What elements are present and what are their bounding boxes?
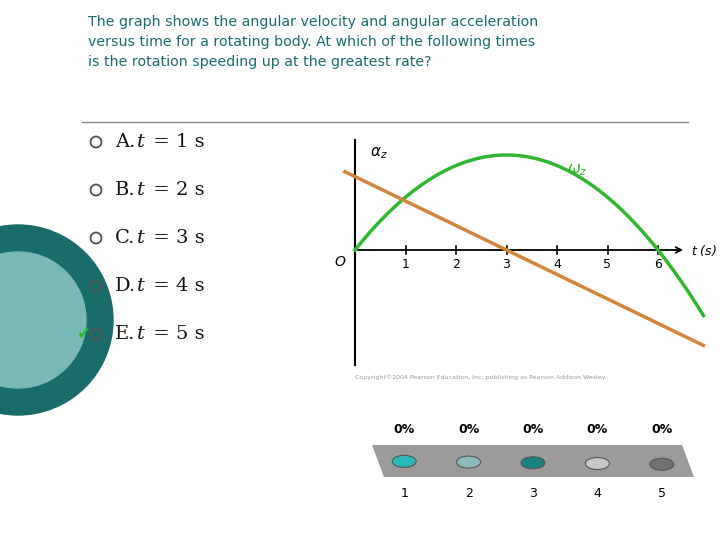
Ellipse shape — [585, 457, 609, 469]
Text: t: t — [137, 277, 145, 295]
Text: = 4 s: = 4 s — [147, 277, 204, 295]
Text: 1: 1 — [402, 258, 410, 271]
Ellipse shape — [521, 457, 545, 469]
Text: t: t — [137, 229, 145, 247]
Text: E.: E. — [115, 325, 135, 343]
Ellipse shape — [649, 458, 674, 470]
Text: 1: 1 — [400, 487, 408, 500]
Circle shape — [0, 252, 86, 388]
Text: ✔: ✔ — [76, 325, 90, 343]
Text: 4: 4 — [553, 258, 561, 271]
Text: B.: B. — [115, 181, 135, 199]
Text: $\omega_z$: $\omega_z$ — [567, 162, 588, 178]
Circle shape — [0, 225, 113, 415]
Text: 5: 5 — [603, 258, 611, 271]
Text: C.: C. — [115, 229, 135, 247]
Text: = 2 s: = 2 s — [147, 181, 204, 199]
Text: 4: 4 — [593, 487, 601, 500]
Text: t: t — [137, 325, 145, 343]
Text: it (s): it (s) — [691, 249, 694, 251]
Text: 0%: 0% — [587, 423, 608, 436]
Text: 2: 2 — [452, 258, 460, 271]
Text: 0%: 0% — [523, 423, 544, 436]
Text: The graph shows the angular velocity and angular acceleration
versus time for a : The graph shows the angular velocity and… — [88, 15, 539, 69]
Text: $\alpha_z$: $\alpha_z$ — [370, 146, 388, 161]
Text: 3: 3 — [503, 258, 510, 271]
Text: Copyright©2004 Pearson Education, Inc. publishing as Pearson Addison Wesley.: Copyright©2004 Pearson Education, Inc. p… — [355, 374, 606, 380]
Text: 0%: 0% — [458, 423, 480, 436]
Text: 5: 5 — [658, 487, 666, 500]
Text: 0%: 0% — [651, 423, 672, 436]
Text: = 3 s: = 3 s — [147, 229, 204, 247]
Text: D.: D. — [115, 277, 136, 295]
Text: = 5 s: = 5 s — [147, 325, 204, 343]
Text: 6: 6 — [654, 258, 662, 271]
Text: t: t — [137, 133, 145, 151]
Text: 3: 3 — [529, 487, 537, 500]
Text: $t$ (s): $t$ (s) — [691, 242, 717, 258]
Text: 2: 2 — [464, 487, 472, 500]
Polygon shape — [372, 445, 694, 477]
Ellipse shape — [456, 456, 481, 468]
Text: A.: A. — [115, 133, 135, 151]
Text: O: O — [334, 255, 345, 269]
Ellipse shape — [392, 455, 416, 467]
Text: = 1 s: = 1 s — [147, 133, 204, 151]
Text: 0%: 0% — [394, 423, 415, 436]
Text: t: t — [137, 181, 145, 199]
